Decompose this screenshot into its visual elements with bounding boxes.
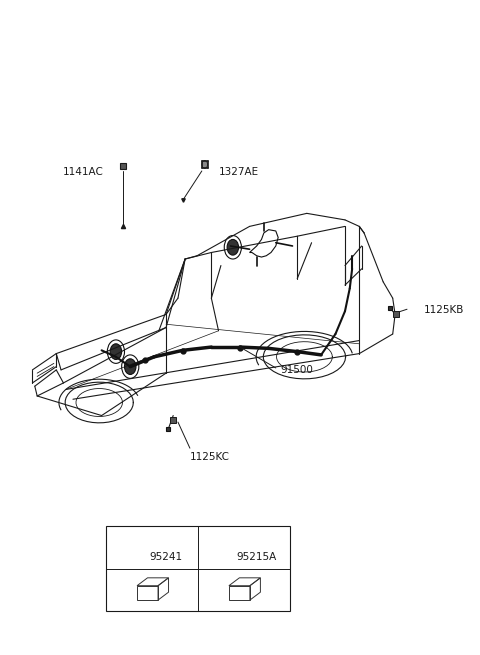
Circle shape (202, 160, 207, 168)
Text: 1125KB: 1125KB (424, 305, 464, 315)
FancyBboxPatch shape (107, 527, 290, 611)
Text: 1125KC: 1125KC (190, 452, 230, 462)
Text: 1327AE: 1327AE (218, 167, 259, 178)
Circle shape (110, 344, 121, 360)
Circle shape (227, 240, 239, 255)
Text: 91500: 91500 (281, 365, 313, 375)
Circle shape (124, 359, 136, 375)
Text: 95241: 95241 (149, 552, 182, 562)
Text: 1141AC: 1141AC (63, 167, 104, 178)
Text: 95215A: 95215A (237, 552, 277, 562)
